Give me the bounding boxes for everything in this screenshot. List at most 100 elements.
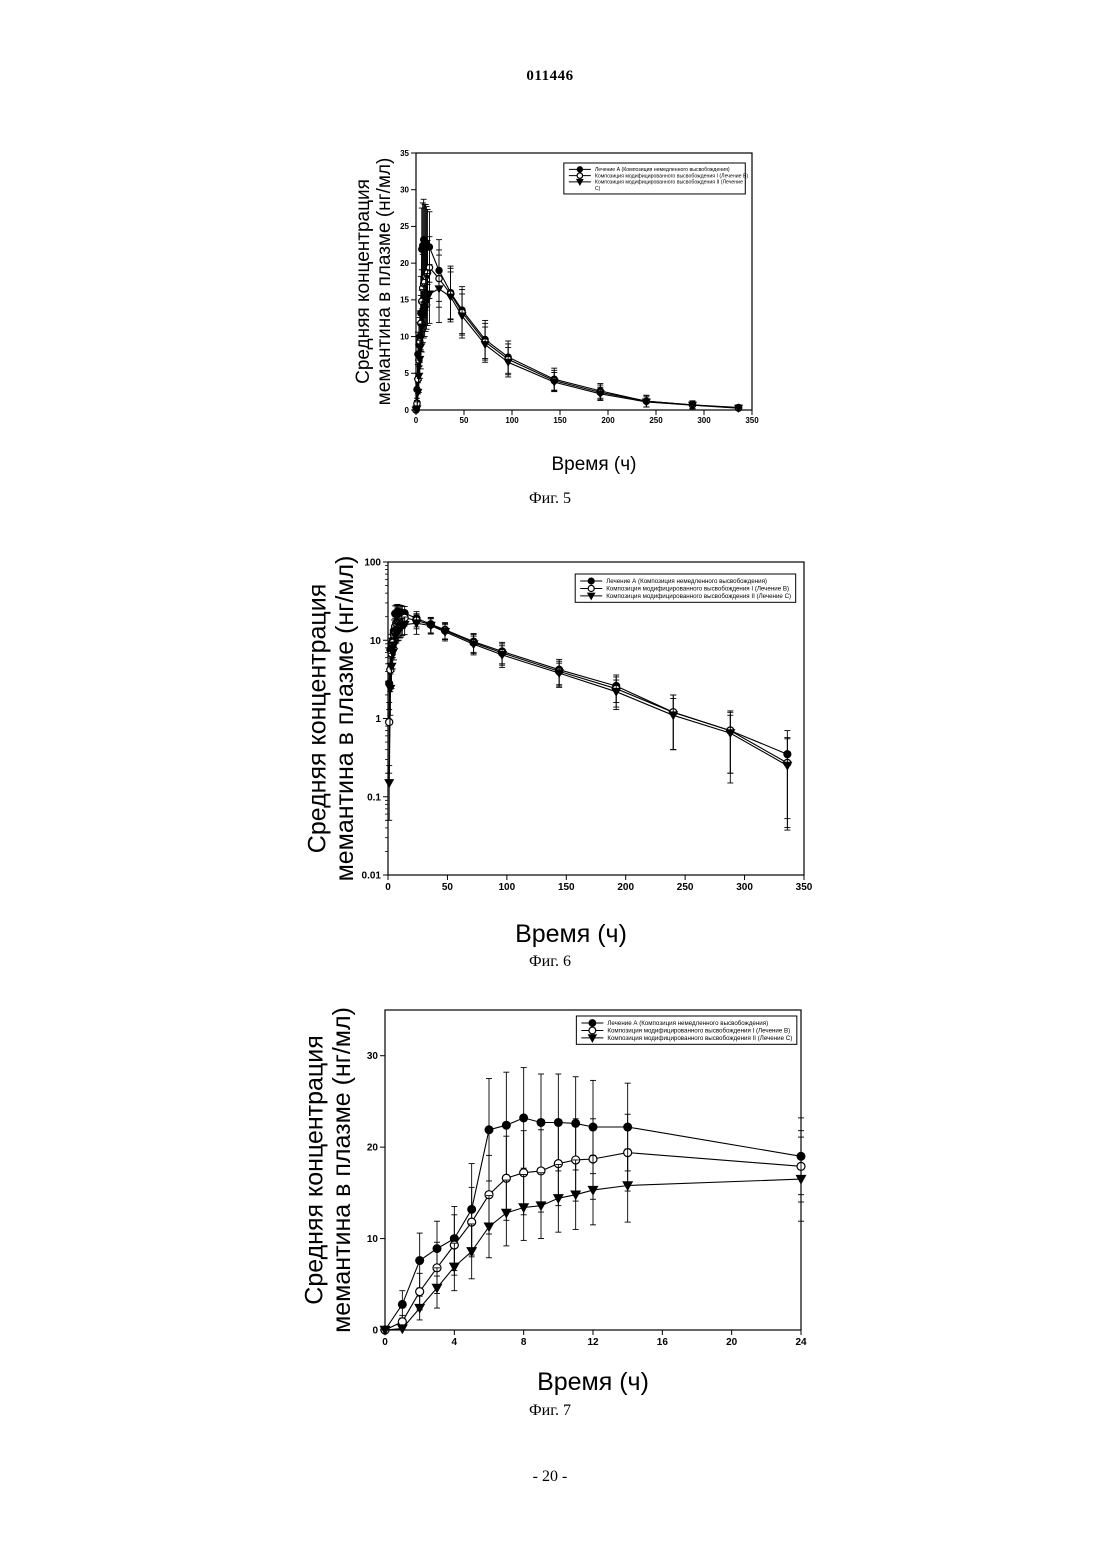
series-3 [380, 1137, 806, 1335]
y-tick-label: 0 [372, 1326, 378, 1337]
data-point [783, 762, 792, 770]
x-tick-label: 100 [499, 882, 516, 893]
data-point [537, 1118, 545, 1126]
x-tick-label: 150 [558, 882, 575, 893]
series-line [416, 240, 739, 410]
series-3 [385, 615, 792, 830]
x-axis-label: Время (ч) [552, 454, 637, 475]
y-tick-label: 10 [370, 636, 382, 647]
legend-marker [577, 173, 582, 178]
figure-7-chart: 0 4 8 12 16 20 24 0 10 20 30 Время (ч) Средняя конце… [285, 990, 825, 1400]
x-tick-label: 150 [553, 416, 567, 425]
x-tick-label: 0 [385, 882, 391, 893]
y-tick-label: 30 [367, 1051, 379, 1062]
legend: Лечение А (Композиция немедленного высво… [576, 1016, 796, 1044]
data-point [386, 718, 393, 725]
data-point [484, 1223, 494, 1232]
series-3 [412, 255, 742, 414]
x-tick-label: 16 [657, 1337, 669, 1348]
x-tick-label: 50 [460, 416, 469, 425]
x-axis-label: Время (ч) [515, 920, 627, 948]
y-tick-label: 20 [400, 259, 409, 268]
x-tick-label: 250 [649, 416, 663, 425]
data-point [481, 342, 489, 349]
figure-5-chart: 0 50 100 150 200 250 300 350 0 5 10 15 20 25 30 35 Время… [330, 140, 770, 490]
data-point [504, 359, 512, 366]
data-point [520, 1114, 528, 1122]
series-line [416, 268, 739, 411]
legend-label: Композиция модифицированного высвобожден… [606, 593, 791, 600]
x-tick-label: 100 [505, 416, 519, 425]
x-tick-label: 0 [414, 416, 419, 425]
y-tick-label: 35 [400, 149, 409, 158]
y-tick-label: 10 [367, 1234, 379, 1245]
x-tick-label: 12 [587, 1337, 599, 1348]
y-tick-label: 30 [400, 186, 409, 195]
data-point [554, 1195, 564, 1204]
y-tick-label: 5 [405, 369, 410, 378]
legend: Лечение А (Композиция немедленного высво… [564, 163, 749, 194]
y-tick-label: 20 [367, 1143, 379, 1154]
x-tick-label: 250 [677, 882, 694, 893]
series-line [389, 618, 787, 763]
figure-6-caption: Фиг. 6 [0, 953, 1100, 971]
x-tick-label: 200 [617, 882, 634, 893]
legend-label: Композиция модифицированного высвобожден… [606, 586, 789, 593]
data-point [502, 1121, 510, 1129]
legend-marker [577, 167, 582, 172]
x-tick-label: 8 [521, 1337, 527, 1348]
legend: Лечение А (Композиция немедленного высво… [575, 574, 795, 602]
y-axis-label: Средняя концентрациямемантина в плазме (… [353, 158, 395, 406]
data-point [612, 688, 621, 696]
series-line [416, 289, 739, 410]
data-point [416, 1257, 424, 1265]
data-point [485, 1126, 493, 1134]
x-tick-label: 200 [601, 416, 615, 425]
legend-label: Композиция модифицированного высвобожден… [607, 1028, 790, 1035]
legend-label: Композиция модифицированного высвобожден… [595, 173, 749, 179]
data-point [435, 286, 443, 293]
y-tick-label: 0.1 [367, 792, 381, 803]
legend-label: Композиция модифицированного высвобожден… [607, 1035, 792, 1042]
y-tick-label: 1 [375, 714, 381, 725]
y-tick-label: 10 [400, 332, 409, 341]
data-point [385, 780, 394, 788]
y-tick-label: 0 [405, 406, 410, 415]
series-line [389, 623, 787, 783]
legend-marker [589, 1027, 596, 1034]
y-tick-label: 15 [400, 296, 409, 305]
x-tick-label: 4 [452, 1337, 458, 1348]
legend-marker [588, 585, 594, 591]
x-tick-label: 24 [795, 1337, 807, 1348]
series-1 [386, 604, 791, 818]
legend-marker [588, 578, 594, 584]
x-tick-label: 350 [796, 882, 813, 893]
y-tick-label: 0.01 [362, 871, 382, 882]
document-number: 011446 [0, 68, 1100, 85]
page-number: - 20 - [0, 1468, 1100, 1486]
y-tick-label: 25 [400, 222, 409, 231]
x-tick-label: 0 [382, 1337, 388, 1348]
x-tick-label: 300 [697, 416, 711, 425]
x-tick-label: 20 [726, 1337, 738, 1348]
x-tick-label: 300 [736, 882, 753, 893]
figure-7-caption: Фиг. 7 [0, 1402, 1100, 1420]
figure-6-chart: 0 50 100 150 200 250 300 350 0.01 0.1 1 10 100 Время … [280, 550, 820, 950]
legend-label: Лечение А (Композиция немедленного высво… [606, 578, 767, 585]
data-point [416, 1288, 424, 1296]
y-tick-label: 100 [364, 558, 381, 569]
legend-label: Лечение А (Композиция немедленного высво… [595, 167, 730, 173]
x-axis-label: Время (ч) [537, 1368, 649, 1396]
x-tick-label: 50 [442, 882, 454, 893]
plot-area-frame [388, 562, 804, 875]
legend-label: Лечение А (Композиция немедленного высво… [607, 1020, 768, 1027]
y-axis-label: Средняя концентрациямемантина в плазме (… [304, 556, 360, 882]
data-point [398, 1300, 406, 1308]
figure-5-caption: Фиг. 5 [0, 490, 1100, 508]
data-point [502, 1209, 512, 1218]
x-tick-label: 350 [745, 416, 759, 425]
legend-marker [589, 1020, 596, 1027]
data-point [519, 1204, 529, 1213]
data-point [726, 730, 735, 738]
y-axis-label: Средняя концентрациямемантина в плазме (… [301, 1007, 357, 1333]
